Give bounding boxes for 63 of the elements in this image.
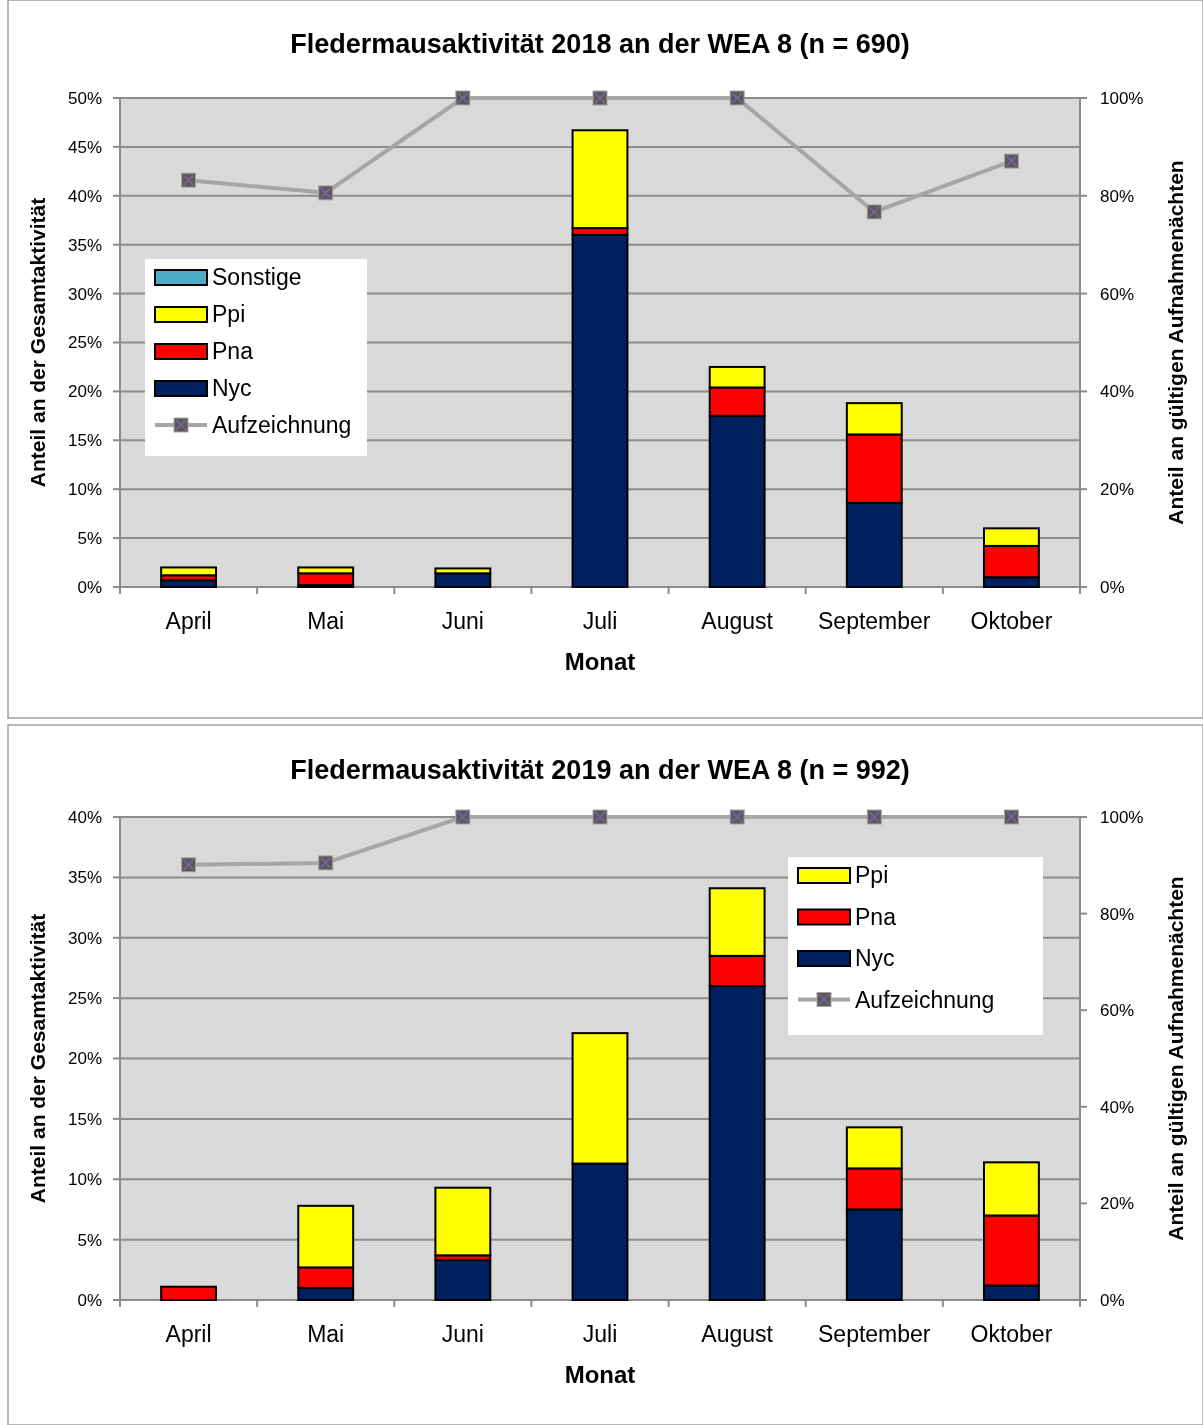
y2-tick-label: 100% [1100,88,1144,108]
y2-tick-label: 20% [1100,1194,1135,1214]
legend-label: Ppi [855,862,889,889]
y2-tick-label: 60% [1100,284,1135,304]
legend-label: Aufzeichnung [212,412,352,439]
x-tick-label: Oktober [970,608,1053,634]
y-tick-label: 35% [67,235,102,255]
x-tick-label: August [701,1321,774,1347]
y-tick-label: 35% [67,868,102,888]
legend-label: Pna [212,338,254,365]
legend-label: Ppi [212,301,246,328]
legend-label: Nyc [212,375,252,402]
y-axis-title: Anteil an der Gesamtaktivität [26,913,49,1204]
y2-axis-title: Anteil an gültigen Aufnahmenächten [1164,876,1187,1241]
y-tick-label: 10% [67,480,102,500]
chart-title: Fledermausaktivität 2018 an der WEA 8 (n = 690) [290,29,910,59]
x-axis-title: Monat [564,648,636,675]
legend-label: Pna [855,903,897,930]
y-tick-label: 0% [77,577,102,597]
x-tick-label: Mai [307,1321,345,1347]
y-tick-label: 20% [67,382,102,402]
x-tick-label: September [818,608,931,634]
y-tick-label: 10% [67,1170,102,1190]
x-tick-label: Oktober [970,1321,1053,1347]
y-tick-label: 15% [67,1109,102,1129]
x-tick-label: Juli [582,1321,618,1347]
legend-label: Nyc [855,945,895,972]
y2-tick-label: 80% [1100,186,1135,206]
chart-title: Fledermausaktivität 2019 an der WEA 8 (n = 992) [290,755,910,785]
x-tick-label: April [165,1321,212,1347]
y-tick-label: 40% [67,807,102,827]
legend-label: Aufzeichnung [855,986,995,1013]
y2-tick-label: 40% [1100,1097,1135,1117]
y2-tick-label: 80% [1100,904,1135,924]
y-tick-label: 40% [67,186,102,206]
x-tick-label: Mai [307,608,345,634]
x-tick-label: Juni [441,1321,484,1347]
y-axis-title: Anteil an der Gesamtaktivität [26,197,49,488]
x-tick-label: April [165,608,212,634]
y-tick-label: 45% [67,137,102,157]
y2-tick-label: 60% [1100,1001,1135,1021]
y-tick-label: 5% [77,529,102,549]
y2-tick-label: 20% [1100,480,1135,500]
y-tick-label: 50% [67,88,102,108]
y-tick-label: 25% [67,989,102,1009]
y-tick-label: 30% [67,928,102,948]
y-tick-label: 0% [77,1290,102,1310]
y2-tick-label: 0% [1100,577,1125,597]
x-tick-label: Juni [441,608,484,634]
legend-label: Sonstige [212,264,302,291]
y2-tick-label: 100% [1100,807,1144,827]
y2-tick-label: 40% [1100,382,1135,402]
x-tick-label: August [701,608,774,634]
y2-tick-label: 0% [1100,1290,1125,1310]
y-tick-label: 25% [67,333,102,353]
x-tick-label: September [818,1321,931,1347]
x-axis-title: Monat [564,1361,636,1388]
y-tick-label: 15% [67,431,102,451]
y2-axis-title: Anteil an gültigen Aufnahmenächten [1164,160,1187,525]
y-tick-label: 30% [67,284,102,304]
y-tick-label: 5% [77,1230,102,1250]
x-tick-label: Juli [582,608,618,634]
y-tick-label: 20% [67,1049,102,1069]
